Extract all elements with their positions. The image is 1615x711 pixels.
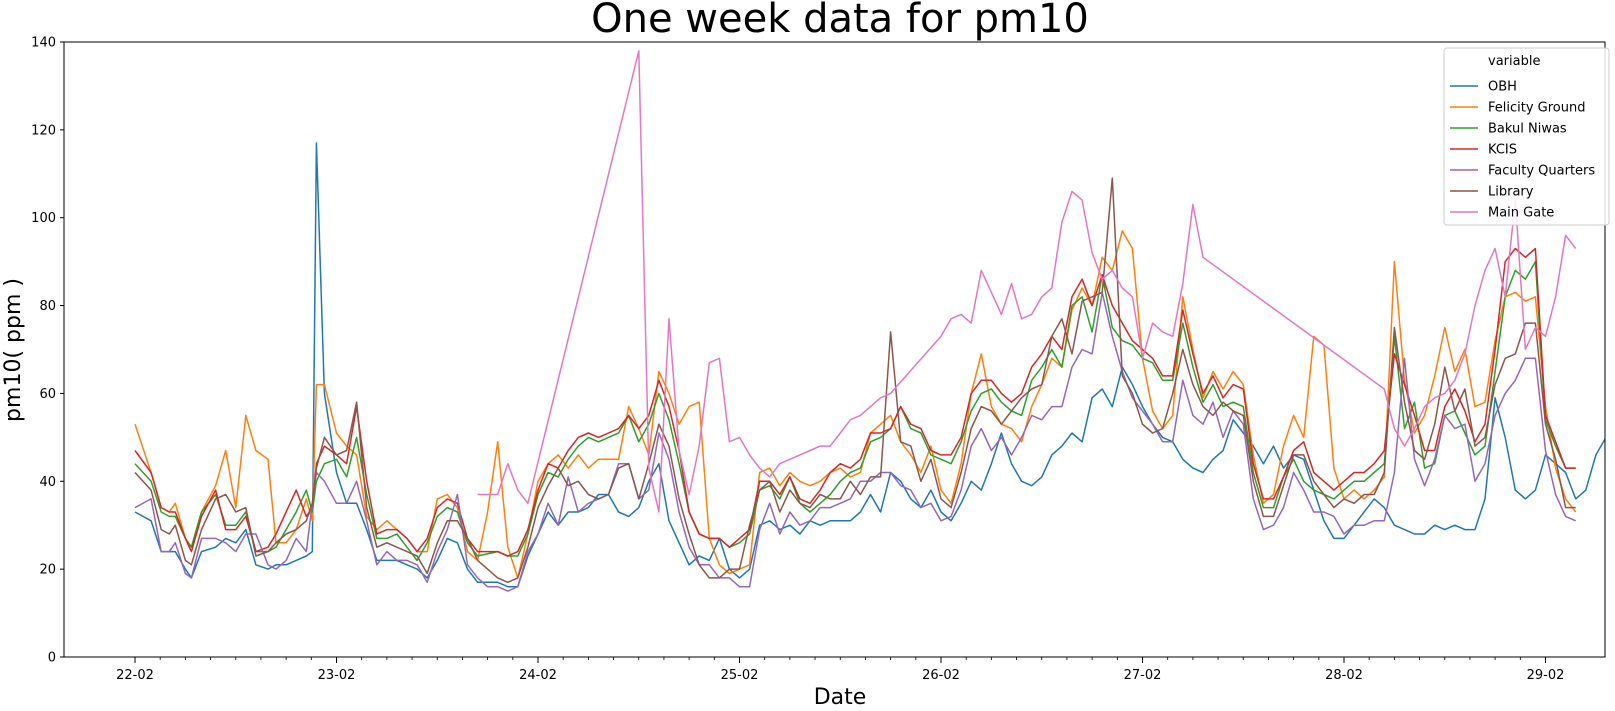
series-line-faculty-quarters xyxy=(134,291,1576,592)
x-tick-label: 26-02 xyxy=(922,668,960,683)
series-line-library xyxy=(134,177,1576,584)
y-tick-label: 40 xyxy=(39,475,56,490)
x-axis: 22-02 23-02 24-02 25-02 26-02 27-02 28-02 29-02 xyxy=(116,657,1564,683)
y-axis-title: pm10( ppm ) xyxy=(1,278,26,422)
series-line-main-gate xyxy=(477,50,1577,513)
y-tick-label: 80 xyxy=(39,299,56,314)
x-tick-label: 28-02 xyxy=(1325,668,1363,683)
plot-area xyxy=(63,41,1606,658)
y-tick-label: 120 xyxy=(31,123,56,138)
x-tick-label: 27-02 xyxy=(1124,668,1162,683)
y-tick-label: 20 xyxy=(39,563,56,578)
series-line-kcis xyxy=(134,247,1576,557)
series-line-felicity-ground xyxy=(134,230,1577,579)
legend-box xyxy=(1443,47,1610,226)
legend-label: Felicity Ground xyxy=(1488,101,1586,116)
y-tick-label: 0 xyxy=(48,651,56,666)
y-tick-label: 140 xyxy=(31,36,56,51)
legend: variable OBH Felicity Ground Bakul Niwas KCI… xyxy=(1443,47,1610,226)
x-tick-label: 24-02 xyxy=(519,668,557,683)
legend-label: Main Gate xyxy=(1488,206,1554,221)
x-axis-title: Date xyxy=(814,685,867,710)
y-axis: 0 20 40 60 80 100 120 140 xyxy=(31,36,64,666)
legend-label: KCIS xyxy=(1488,143,1517,158)
y-tick-label: 60 xyxy=(39,387,56,402)
x-tick-label: 22-02 xyxy=(116,668,154,683)
legend-label: Faculty Quarters xyxy=(1488,164,1595,179)
legend-title: variable xyxy=(1488,54,1540,69)
x-tick-label: 25-02 xyxy=(721,668,759,683)
y-tick-label: 100 xyxy=(31,211,56,226)
x-tick-label: 23-02 xyxy=(318,668,356,683)
chart-title: One week data for pm10 xyxy=(591,0,1089,42)
plot-frame xyxy=(63,41,1606,658)
legend-label: OBH xyxy=(1488,80,1517,95)
legend-label: Library xyxy=(1488,185,1534,200)
x-tick-label: 29-02 xyxy=(1527,668,1565,683)
legend-label: Bakul Niwas xyxy=(1488,122,1567,137)
